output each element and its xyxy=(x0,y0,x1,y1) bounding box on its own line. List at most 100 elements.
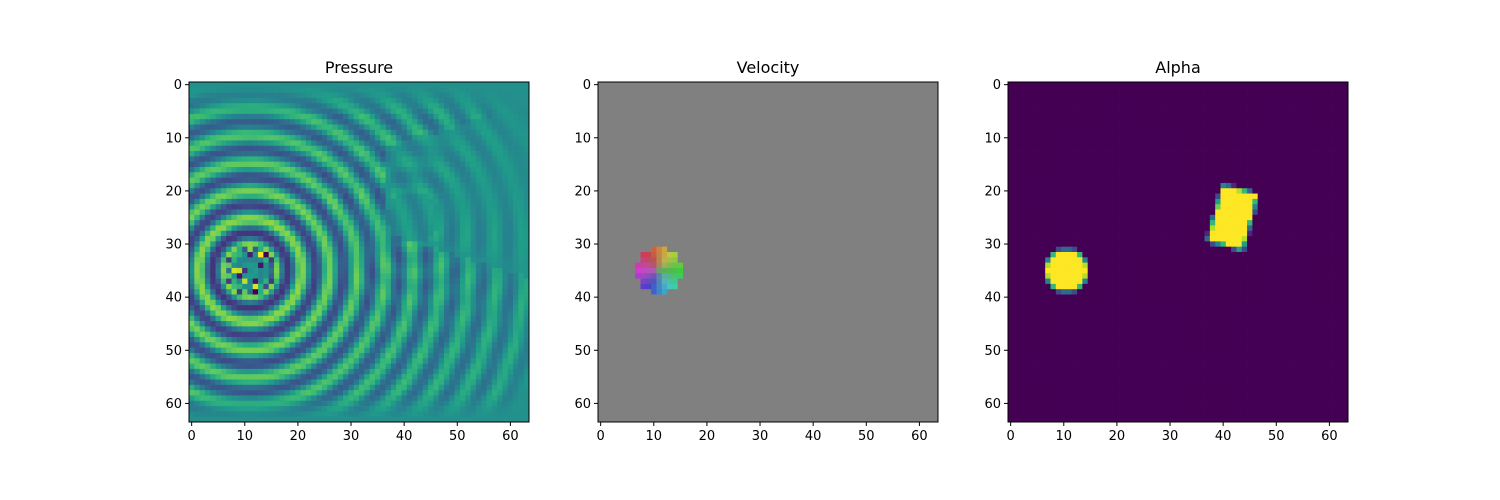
heatmap-cell xyxy=(369,140,376,147)
heatmap-cell xyxy=(215,103,222,109)
heatmap-cell xyxy=(475,92,482,99)
heatmap-cell xyxy=(507,305,514,311)
heatmap-cell xyxy=(502,305,509,311)
heatmap-cell xyxy=(523,177,530,184)
heatmap-cell xyxy=(502,342,509,348)
heatmap-cell xyxy=(321,368,328,375)
heatmap-cell xyxy=(900,92,907,99)
heatmap-cell xyxy=(316,230,323,237)
heatmap-cell xyxy=(454,289,461,295)
heatmap-cell xyxy=(194,337,200,343)
heatmap-cell xyxy=(226,182,232,189)
heatmap-cell xyxy=(422,103,429,109)
heatmap-cell xyxy=(369,390,376,396)
heatmap-cell xyxy=(444,374,450,380)
heatmap-cell xyxy=(497,342,503,348)
heatmap-cell xyxy=(364,103,370,109)
heatmap-cell xyxy=(289,400,296,407)
heatmap-cell xyxy=(284,315,291,322)
heatmap-cell xyxy=(353,347,360,354)
heatmap-cell xyxy=(518,305,525,311)
heatmap-cell xyxy=(210,342,216,348)
heatmap-cell xyxy=(449,252,455,258)
heatmap-cell xyxy=(337,384,344,391)
heatmap-cell xyxy=(390,204,397,210)
heatmap-cell xyxy=(401,395,408,402)
heatmap-cell xyxy=(433,182,440,189)
heatmap-cell xyxy=(486,87,493,93)
heatmap-cell xyxy=(428,172,434,178)
heatmap-cell xyxy=(794,119,801,125)
heatmap-cell xyxy=(316,326,323,333)
heatmap-cell xyxy=(385,82,392,88)
heatmap-cell xyxy=(911,124,918,131)
heatmap-cell xyxy=(624,151,631,157)
heatmap-cell xyxy=(470,161,477,168)
heatmap-cell xyxy=(215,209,222,216)
heatmap-cell xyxy=(459,82,466,88)
heatmap-cell xyxy=(369,305,376,311)
heatmap-cell xyxy=(932,119,939,125)
heatmap-cell xyxy=(438,278,445,285)
heatmap-cell xyxy=(688,119,694,125)
heatmap-cell xyxy=(497,252,503,258)
heatmap-cell xyxy=(327,299,333,306)
heatmap-cell xyxy=(385,97,392,104)
heatmap-cell xyxy=(433,347,440,354)
heatmap-cell xyxy=(884,135,891,141)
heatmap-cell xyxy=(199,140,206,147)
heatmap-cell xyxy=(417,384,424,391)
heatmap-cell xyxy=(199,337,206,343)
heatmap-cell xyxy=(247,92,254,99)
heatmap-cell xyxy=(343,198,349,205)
heatmap-cell xyxy=(311,220,317,226)
heatmap-cell xyxy=(746,108,753,115)
heatmap-cell xyxy=(194,108,200,115)
heatmap-cell xyxy=(837,103,843,109)
heatmap-cell xyxy=(343,119,349,125)
y-tick-label: 10 xyxy=(165,131,182,146)
heatmap-cell xyxy=(204,406,211,412)
heatmap-cell xyxy=(236,236,243,242)
heatmap-cell xyxy=(199,92,206,99)
heatmap-cell xyxy=(842,129,849,136)
heatmap-cell xyxy=(794,140,801,147)
heatmap-cell xyxy=(279,368,285,375)
heatmap-cell xyxy=(475,151,482,157)
heatmap-cell xyxy=(507,406,514,412)
heatmap-cell xyxy=(645,124,652,131)
heatmap-cell xyxy=(274,214,280,221)
heatmap-cell xyxy=(247,257,254,263)
heatmap-cell xyxy=(465,82,471,88)
heatmap-cell xyxy=(683,92,689,99)
heatmap-cell xyxy=(247,299,254,306)
heatmap-cell xyxy=(252,358,259,364)
heatmap-cell xyxy=(794,108,801,115)
heatmap-cell xyxy=(444,151,450,157)
heatmap-cell xyxy=(210,406,216,412)
heatmap-cell xyxy=(475,257,482,263)
heatmap-cell xyxy=(613,151,620,157)
heatmap-cell xyxy=(412,411,418,418)
heatmap-cell xyxy=(215,379,222,386)
heatmap-cell xyxy=(300,352,307,359)
heatmap-cell xyxy=(709,113,716,120)
heatmap-cell xyxy=(380,214,386,221)
heatmap-cell xyxy=(263,278,270,285)
heatmap-cell xyxy=(507,145,514,152)
heatmap-cell xyxy=(300,103,307,109)
heatmap-cell xyxy=(353,193,360,200)
heatmap-cell xyxy=(406,406,413,412)
heatmap-cell xyxy=(353,363,360,370)
heatmap-cell xyxy=(603,92,609,99)
heatmap-cell xyxy=(507,135,514,141)
heatmap-cell xyxy=(454,225,461,232)
heatmap-cell xyxy=(189,283,195,290)
heatmap-cell xyxy=(194,145,200,152)
heatmap-cell xyxy=(698,87,705,93)
heatmap-cell xyxy=(475,145,482,152)
heatmap-cell xyxy=(874,103,880,109)
heatmap-cell xyxy=(502,198,509,205)
heatmap-cell xyxy=(385,182,392,189)
heatmap-cell xyxy=(289,337,296,343)
